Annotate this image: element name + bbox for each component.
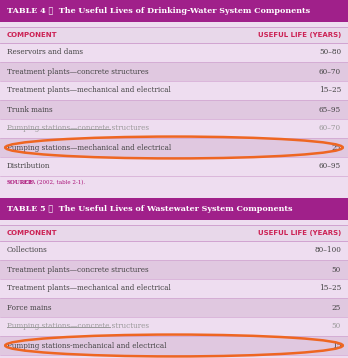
Text: Pumping stations—concrete structures: Pumping stations—concrete structures	[7, 125, 149, 132]
Text: 50–80: 50–80	[319, 48, 341, 57]
Bar	[0, 119, 348, 138]
Text: 60–70: 60–70	[319, 125, 341, 132]
Text: TABLE 4 ★  The Useful Lives of Drinking-Water System Components: TABLE 4 ★ The Useful Lives of Drinking-W…	[7, 7, 310, 15]
Text: Pumping stations-mechanical and electrical: Pumping stations-mechanical and electric…	[7, 342, 166, 349]
Bar	[0, 176, 348, 190]
Text: SOURCE: SOURCE	[7, 180, 34, 185]
Text: 80–100: 80–100	[314, 247, 341, 255]
Text: Force mains: Force mains	[7, 304, 52, 311]
Bar	[0, 157, 348, 176]
Text: 60–95: 60–95	[319, 163, 341, 170]
Text: 50: 50	[332, 323, 341, 330]
Text: 25: 25	[332, 144, 341, 151]
Text: COMPONENT: COMPONENT	[7, 230, 58, 236]
Text: Treatment plants—mechanical and electrical: Treatment plants—mechanical and electric…	[7, 87, 171, 95]
Bar	[0, 62, 348, 81]
Bar	[0, 22, 348, 27]
Bar	[0, 260, 348, 279]
Text: 25: 25	[332, 304, 341, 311]
Text: 15: 15	[332, 342, 341, 349]
Text: Treatment plants—concrete structures: Treatment plants—concrete structures	[7, 68, 149, 76]
Bar	[0, 298, 348, 317]
Text: 50: 50	[332, 266, 341, 274]
Text: EPA (2002, table 2-1).: EPA (2002, table 2-1).	[22, 180, 85, 185]
Text: Reservoirs and dams: Reservoirs and dams	[7, 48, 83, 57]
Text: 60–70: 60–70	[319, 68, 341, 76]
Bar	[0, 138, 348, 157]
Bar	[0, 198, 348, 220]
Bar	[0, 279, 348, 298]
Bar	[0, 43, 348, 62]
Bar	[0, 241, 348, 260]
Bar	[0, 336, 348, 355]
Bar	[0, 225, 348, 241]
Text: 15–25: 15–25	[319, 285, 341, 292]
Text: USEFUL LIFE (YEARS): USEFUL LIFE (YEARS)	[258, 32, 341, 38]
Text: USEFUL LIFE (YEARS): USEFUL LIFE (YEARS)	[258, 230, 341, 236]
Bar	[0, 220, 348, 225]
Bar	[0, 27, 348, 43]
Text: TABLE 5 ★  The Useful Lives of Wastewater System Components: TABLE 5 ★ The Useful Lives of Wastewater…	[7, 205, 293, 213]
Bar	[0, 190, 348, 198]
Text: Pumping stations—mechanical and electrical: Pumping stations—mechanical and electric…	[7, 144, 171, 151]
Bar	[0, 0, 348, 22]
Text: Distribution: Distribution	[7, 163, 50, 170]
Text: Treatment plants—mechanical and electrical: Treatment plants—mechanical and electric…	[7, 285, 171, 292]
Bar	[0, 317, 348, 336]
Text: Pumping stations—concrete structures: Pumping stations—concrete structures	[7, 323, 149, 330]
Bar	[0, 355, 348, 358]
Text: COMPONENT: COMPONENT	[7, 32, 58, 38]
Text: 15–25: 15–25	[319, 87, 341, 95]
Bar	[0, 100, 348, 119]
Text: 65–95: 65–95	[319, 106, 341, 113]
Bar	[0, 81, 348, 100]
Text: Treatment plants—concrete structures: Treatment plants—concrete structures	[7, 266, 149, 274]
Text: Trunk mains: Trunk mains	[7, 106, 53, 113]
Text: Collections: Collections	[7, 247, 48, 255]
